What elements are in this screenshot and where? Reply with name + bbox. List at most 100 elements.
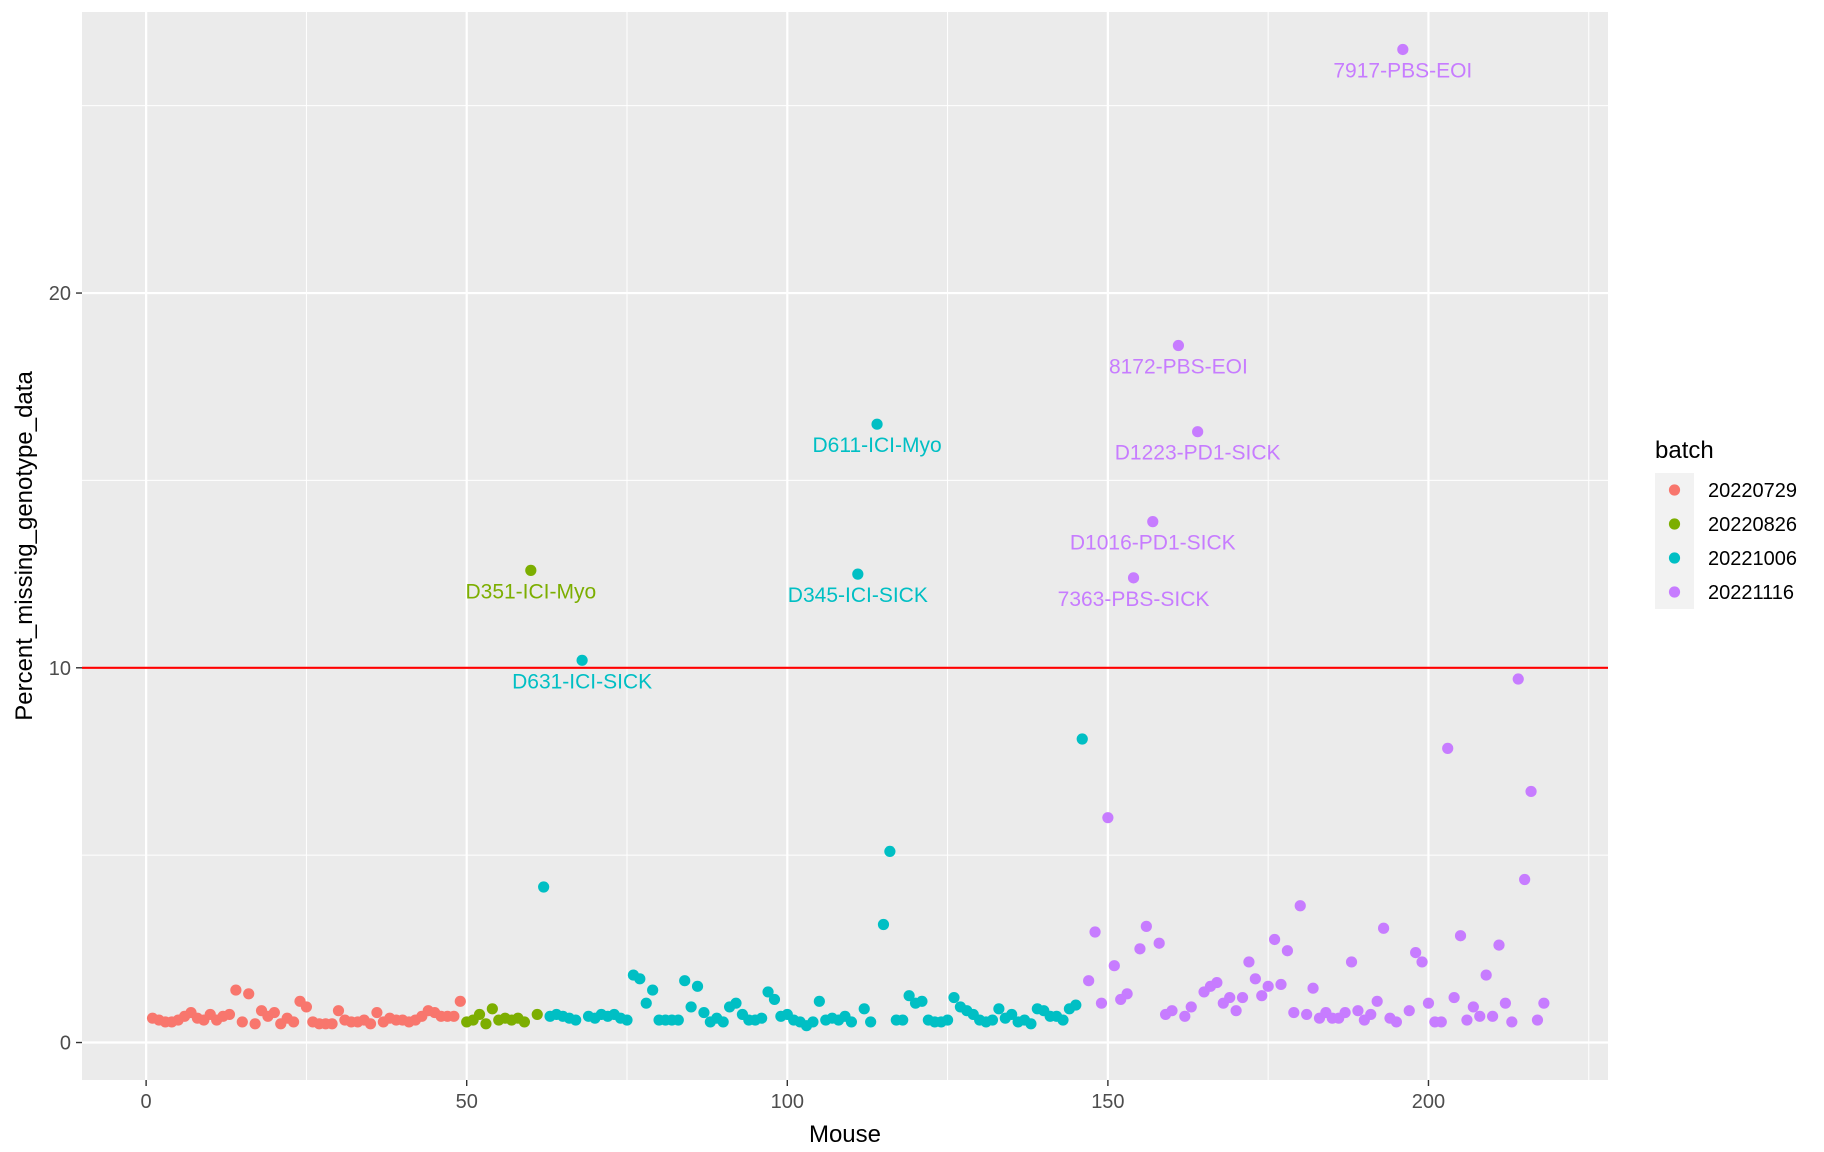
point-label: 7917-PBS-EOI [1333,59,1472,82]
y-axis: 0 10 20 [49,283,82,1055]
legend-label: 20220826 [1708,514,1797,536]
data-point [1345,956,1358,968]
legend-label: 20221006 [1708,548,1797,570]
data-point [1467,1001,1479,1013]
data-point [845,1016,858,1028]
data-point [1102,812,1114,824]
data-point [1127,572,1140,584]
data-point [1076,733,1088,745]
data-point [762,986,774,998]
data-point [1486,1010,1499,1022]
data-point [1410,946,1422,959]
legend-label: 20220729 [1708,480,1797,502]
data-point [1365,1008,1377,1021]
x-tick-label: 150 [1091,1091,1124,1113]
data-point [1256,990,1268,1002]
data-point [1095,997,1108,1009]
data-point [685,1001,697,1013]
data-point [691,980,704,992]
data-point [1416,956,1428,968]
data-point [807,1016,819,1028]
data-point [1166,1005,1178,1017]
data-point [621,1014,633,1026]
legend: batch 20220729 20220826 20221006 20221116 [1655,437,1797,609]
data-point [1070,999,1082,1011]
data-point [1454,930,1467,942]
data-point [1403,1005,1415,1017]
y-tick-label: 10 [49,658,71,680]
point-label: D345-ICI-SICK [788,584,928,607]
data-point [1121,988,1133,1000]
data-point [1461,1014,1473,1026]
point-label: 7363-PBS-SICK [1058,588,1210,611]
data-point [1268,933,1281,946]
point-label: D631-ICI-SICK [512,670,652,693]
data-point [1474,1010,1486,1022]
data-point [1211,976,1223,989]
data-point [1307,982,1319,994]
data-point [1134,943,1146,955]
data-point [480,1018,492,1030]
legend-marker [1668,518,1681,530]
data-point [249,1018,261,1030]
data-point [1371,995,1383,1007]
data-point [865,1016,877,1028]
data-point [1512,673,1524,685]
x-tick-label: 100 [771,1091,804,1113]
data-point [1390,1016,1403,1028]
point-label: D1016-PD1-SICK [1070,532,1236,555]
data-point [1172,339,1185,352]
data-point [1192,426,1204,438]
data-point [1230,1005,1242,1017]
data-point [448,1010,460,1022]
data-point [647,984,659,996]
data-point [518,1016,531,1028]
data-point [1499,997,1512,1009]
data-point [486,1003,498,1015]
data-point [223,1008,236,1021]
data-point [1493,939,1505,951]
data-point [717,1016,729,1028]
data-point [570,1014,582,1026]
data-point [813,995,825,1007]
annotations-layer: D351-ICI-Myo D631-ICI-SICK D611-ICI-Myo D34… [465,59,1472,693]
legend-marker [1668,552,1681,564]
point-label: D1223-PD1-SICK [1115,442,1281,465]
data-point [1377,922,1390,934]
data-point [948,991,960,1004]
data-point [1057,1014,1069,1026]
y-axis-title: Percent_missing_genotype_data [11,371,38,721]
data-point [473,1008,486,1021]
legend-marker [1668,484,1681,496]
x-axis: 0 50 100 150 200 [141,1080,1445,1113]
data-point [768,993,781,1006]
data-point [1480,969,1492,981]
data-point [538,881,550,893]
x-axis-title: Mouse [809,1121,881,1148]
data-point [1442,742,1454,754]
data-point [1249,973,1261,985]
data-point [576,654,588,666]
data-point [525,564,537,576]
data-point [884,845,896,858]
data-point [531,1008,543,1021]
data-point [1506,1016,1518,1028]
y-tick-label: 0 [60,1033,71,1055]
point-label: D611-ICI-Myo [812,434,941,457]
data-point [1153,937,1165,949]
data-point [730,997,742,1009]
data-point [236,1016,248,1028]
data-point [1006,1008,1018,1021]
data-point [1397,43,1409,56]
data-point [1531,1014,1544,1026]
data-point [1519,873,1531,886]
data-point [698,1006,710,1019]
data-point [672,1014,684,1026]
minor-gridlines [82,12,1608,1080]
data-point [1179,1010,1191,1022]
data-point [1525,785,1537,798]
data-point [1147,516,1159,528]
data-point [287,1016,300,1028]
data-point [679,975,691,987]
